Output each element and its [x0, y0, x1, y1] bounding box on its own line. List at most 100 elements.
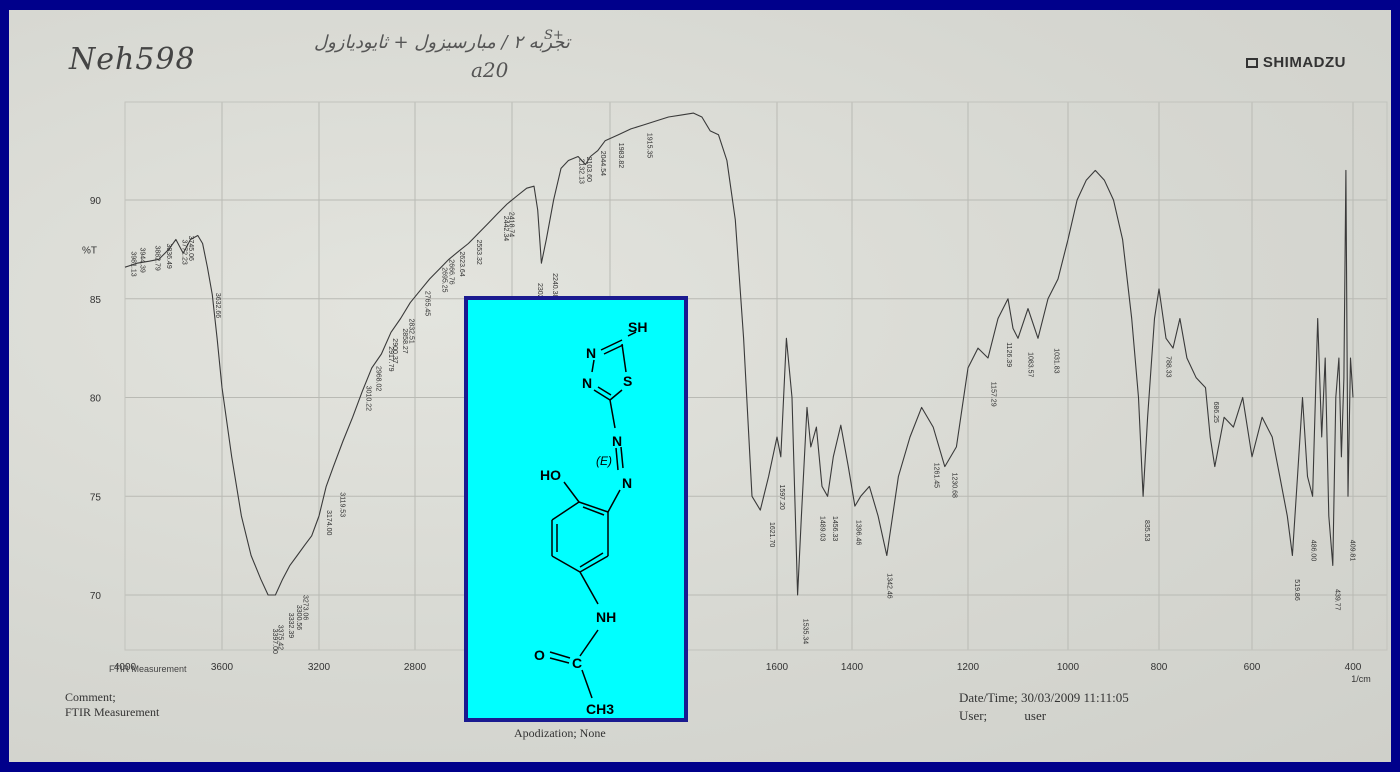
bond-n2-c — [593, 389, 611, 401]
peak-label: 2900.37 — [391, 338, 398, 363]
peak-label: 3397.00 — [271, 629, 278, 654]
peak-label: 2044.54 — [599, 151, 606, 176]
bond-ring-1 — [578, 501, 609, 513]
atom-n1: N — [586, 345, 596, 361]
peak-label: 2666.76 — [448, 259, 455, 284]
peak-label: 3836.49 — [165, 244, 172, 269]
x-tick-label: 3200 — [308, 662, 331, 673]
handwritten-note-superscript: S+ — [544, 28, 564, 43]
peak-label: 2858.27 — [401, 328, 408, 353]
peak-label: 1031.83 — [1053, 348, 1060, 373]
bond-c-n3 — [609, 399, 616, 429]
x-tick-label: 1000 — [1057, 662, 1080, 673]
peak-label: 3119.53 — [338, 492, 345, 517]
apodization-line: Apodization; None — [514, 726, 606, 741]
atom-nh: NH — [596, 609, 616, 625]
atom-ch3: CH3 — [586, 701, 614, 717]
comment-value: FTIR Measurement — [65, 705, 160, 719]
atom-s: S — [623, 373, 632, 389]
bond-ring-2 — [551, 501, 580, 521]
peak-label: 2695.25 — [441, 267, 448, 292]
peak-label: 1126.39 — [1005, 342, 1012, 367]
peak-label: 1983.82 — [617, 143, 624, 168]
peak-label: 2240.38 — [551, 273, 558, 298]
y-axis-label: %T — [82, 245, 97, 256]
peak-label: 3772.23 — [180, 240, 187, 265]
x-tick-label: 1600 — [766, 662, 789, 673]
peak-label: 3375.42 — [277, 625, 284, 650]
peak-label: 3745.06 — [187, 236, 194, 261]
peak-label: 2302.92 — [536, 283, 543, 308]
molecule-bonds — [549, 331, 637, 699]
spectrum-paper: 3981.13 3944.39 3882.79 3836.49 3772.23 3745.… — [9, 10, 1391, 762]
handwritten-note-line1: تجربه ٢ / مبارسيزول + ثايوديازول — [314, 32, 570, 53]
peak-label: 2132.13 — [578, 159, 585, 184]
x-tick-label: 1400 — [841, 662, 864, 673]
bond-c-n1 — [600, 339, 623, 351]
bond-c-o-double — [549, 657, 570, 664]
comment-block: Comment; FTIR Measurement — [65, 690, 159, 720]
peak-label: 2553.32 — [475, 240, 482, 265]
peak-label: 3010.22 — [365, 386, 372, 411]
molecule-structure: SH N N S N (E) N HO NH O C CH3 — [534, 319, 647, 717]
bond-s-c — [621, 343, 627, 373]
bond-n4-ring — [607, 489, 621, 513]
peak-label: 3882.79 — [154, 246, 161, 271]
atom-n3: N — [612, 433, 622, 449]
molecule-structure-panel: SH N N S N (E) N HO NH O C CH3 — [464, 296, 688, 722]
peak-label: 1489.03 — [819, 516, 826, 541]
spectrum-line-group — [124, 112, 1354, 596]
peak-label: 3174.00 — [325, 510, 332, 535]
apodization-label: Apodization; — [514, 726, 577, 740]
x-tick-label: 600 — [1244, 662, 1261, 673]
handwritten-note-line2: a20 — [471, 58, 509, 82]
y-tick-label: 70 — [90, 591, 102, 602]
peak-label: 3632.66 — [214, 293, 221, 318]
bond-ring-5-double — [579, 552, 604, 568]
y-tick-label: 75 — [90, 492, 102, 503]
peak-label: 3981.13 — [130, 251, 137, 276]
ftir-spectrum-chart: 3981.13 3944.39 3882.79 3836.49 3772.23 3745.… — [82, 101, 1388, 684]
bond-ring-1-double — [582, 506, 605, 516]
atom-o: O — [534, 647, 545, 663]
handwritten-sample-code: Neh598 — [69, 42, 196, 77]
peak-label: 835.53 — [1143, 520, 1150, 542]
atom-sh: SH — [628, 319, 647, 335]
stereo-descriptor: (E) — [596, 454, 612, 468]
x-tick-label: 4000 — [114, 662, 137, 673]
datetime-line: Date/Time; 30/03/2009 11:11:05 — [959, 690, 1129, 705]
atom-c: C — [572, 655, 582, 671]
bond-c-n1-double — [603, 344, 624, 355]
peak-label: 3273.06 — [301, 595, 308, 620]
peak-label: 1083.57 — [1027, 352, 1034, 377]
peak-label: 2103.60 — [585, 157, 592, 182]
peak-label: 1157.29 — [990, 382, 997, 407]
grid — [124, 101, 1388, 651]
peak-label: 1342.46 — [886, 573, 893, 598]
brand-name: SHIMADZU — [1262, 54, 1346, 71]
atom-n4: N — [622, 475, 632, 491]
peak-label: 1230.68 — [951, 473, 958, 498]
peak-label: 1535.34 — [801, 619, 808, 644]
bond-nh-c — [579, 629, 599, 657]
shimadzu-logo: SHIMADZU — [1245, 54, 1346, 71]
peak-label: 686.25 — [1212, 402, 1219, 424]
datetime-value: 30/03/2009 11:11:05 — [1021, 690, 1129, 705]
bond-c-o — [549, 651, 571, 659]
peak-label: 2623.64 — [458, 251, 465, 276]
bond-c-s — [609, 389, 623, 401]
x-tick-label: 3600 — [211, 662, 234, 673]
shimadzu-logo-icon — [1245, 58, 1258, 68]
bond-n1-n2 — [591, 359, 595, 373]
peak-label: 1915.35 — [646, 133, 653, 158]
peak-label: 409.81 — [1349, 540, 1356, 562]
peak-label: 788.33 — [1165, 356, 1172, 378]
peak-label-group: 3981.13 3944.39 3882.79 3836.49 3772.23 3745.… — [130, 133, 1356, 654]
peak-label: 3300.56 — [295, 605, 302, 630]
bond-n3-n4-double — [620, 446, 624, 469]
atom-ho: HO — [540, 467, 561, 483]
peak-label: 1597.20 — [778, 485, 785, 510]
peak-label: 1261.45 — [933, 463, 940, 488]
bond-c-sh — [627, 331, 637, 337]
peak-label: 2418.74 — [508, 212, 515, 237]
